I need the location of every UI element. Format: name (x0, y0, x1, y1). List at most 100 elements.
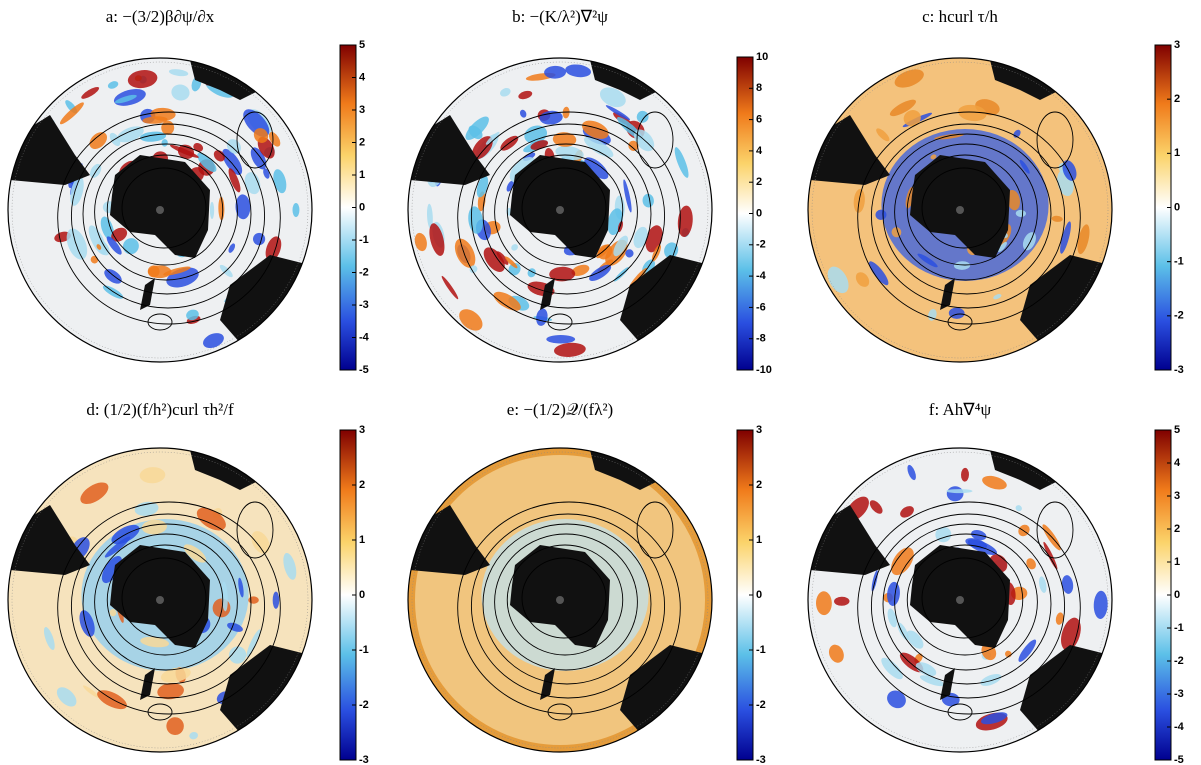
field-patch (414, 232, 427, 252)
field-patch (459, 309, 483, 331)
field-patch (980, 674, 1002, 686)
map (408, 448, 712, 752)
contour (857, 111, 1081, 325)
field-patch (441, 275, 459, 300)
field-patch (213, 150, 225, 162)
contour (147, 703, 173, 721)
field-patch (104, 269, 122, 284)
contour (921, 557, 1007, 639)
land (810, 115, 890, 185)
field-patch (599, 87, 626, 108)
colorbar-tick-label: 4 (756, 145, 763, 157)
field-patch (544, 65, 567, 79)
field-patch (228, 243, 236, 253)
colorbar-tick-label: 4 (359, 71, 366, 83)
colorbar-tick-label: -5 (1174, 754, 1184, 765)
field-patch (1055, 612, 1064, 625)
colorbar-tick-label: 1 (359, 169, 365, 181)
land (410, 115, 490, 185)
contour (482, 133, 652, 295)
field-patch (565, 64, 592, 78)
map-border (11, 451, 309, 749)
field-patch (915, 662, 937, 677)
field-patch (114, 94, 137, 104)
rim (408, 448, 712, 752)
field-patch (228, 168, 241, 193)
contour (521, 167, 607, 249)
contour (636, 501, 674, 559)
field-patch (993, 294, 1002, 300)
field-patch (83, 685, 99, 698)
colorbar-tick-label: -5 (359, 364, 369, 376)
colorbar-tick-label: -10 (756, 364, 772, 376)
field-patch (508, 262, 521, 276)
colorbar-tick-label: -8 (756, 333, 766, 345)
field-patch (268, 131, 281, 147)
field-patch (168, 69, 189, 77)
panel-title: f: Ah∇⁴ψ (929, 400, 992, 419)
field-patch (868, 261, 889, 286)
colorbar-tick-label: 8 (756, 82, 762, 94)
map-border (407, 57, 713, 363)
field-patch (43, 627, 55, 651)
contour (457, 501, 681, 715)
field-patch (183, 544, 207, 563)
contour (236, 111, 274, 169)
colorbar-tick-label: 5 (359, 39, 365, 51)
field-patch (1038, 576, 1047, 593)
field-patch (897, 622, 909, 641)
field-patch (584, 136, 614, 158)
map-border (811, 61, 1109, 359)
field-patch (1093, 590, 1108, 619)
map-border (407, 447, 713, 753)
contour (70, 513, 266, 699)
contour (94, 143, 238, 281)
colorbar-tick-label: -1 (359, 234, 369, 246)
map-border (807, 57, 1113, 363)
field-patch (958, 104, 987, 122)
field-patch (506, 180, 514, 192)
contour (882, 133, 1052, 295)
colorbar-tick-label: 1 (359, 534, 365, 546)
field-patch (981, 712, 1008, 725)
field-patch (664, 242, 679, 259)
panel-title: c: hcurl τ/h (922, 7, 998, 26)
field-patch (875, 209, 887, 220)
colorbar-tick-label: -6 (756, 301, 766, 313)
contour (470, 513, 666, 699)
contour (870, 123, 1066, 309)
colorbar-tick-label: -1 (359, 644, 369, 656)
colorbar-tick-label: 0 (359, 589, 365, 601)
land (410, 505, 490, 575)
colorbar-tick-label: 2 (1174, 93, 1180, 105)
colorbar-tick-label: 6 (756, 114, 762, 126)
colorbar-tick-label: 3 (1174, 490, 1180, 502)
contour (470, 123, 666, 309)
colorbar-tick-label: 10 (756, 51, 768, 63)
colorbar-tick-label: -4 (359, 331, 370, 343)
map-border (411, 61, 709, 359)
field-patch (1026, 558, 1036, 570)
field-patch (1018, 639, 1037, 662)
field-patch (633, 226, 648, 249)
field-patch (147, 265, 172, 279)
map (8, 448, 312, 752)
field-patch (253, 128, 269, 143)
pole (556, 206, 564, 214)
field-patch (625, 249, 634, 258)
field-patch (140, 636, 170, 648)
colorbar-tick-label: 3 (756, 424, 762, 436)
map (8, 58, 312, 362)
field-patch (571, 264, 590, 277)
field-patch (524, 125, 548, 144)
contour (521, 557, 607, 639)
field-patch (855, 272, 870, 287)
land (140, 278, 155, 310)
field-patch (117, 126, 144, 143)
land (540, 668, 555, 700)
field-patch (891, 547, 914, 576)
field-patch (623, 179, 632, 213)
field-patch (454, 238, 476, 268)
contour (494, 143, 638, 281)
colorbar-tick-label: -3 (756, 754, 766, 765)
